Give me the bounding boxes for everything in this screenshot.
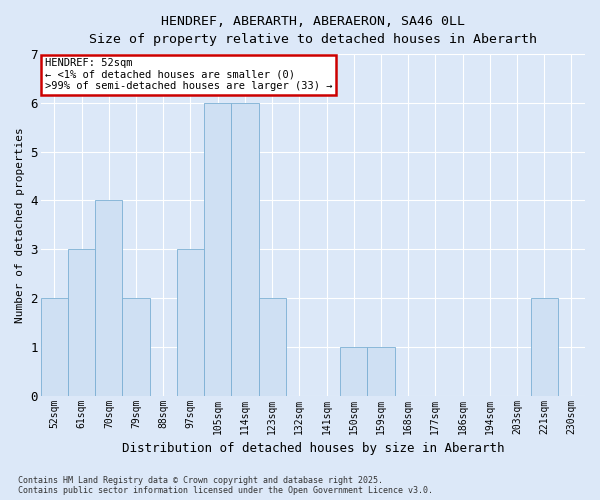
Bar bbox=[41, 298, 68, 396]
Bar bbox=[367, 347, 395, 396]
X-axis label: Distribution of detached houses by size in Aberarth: Distribution of detached houses by size … bbox=[122, 442, 504, 455]
Bar bbox=[231, 103, 259, 396]
Text: Contains HM Land Registry data © Crown copyright and database right 2025.
Contai: Contains HM Land Registry data © Crown c… bbox=[18, 476, 433, 495]
Bar bbox=[340, 347, 367, 396]
Text: HENDREF: 52sqm
← <1% of detached houses are smaller (0)
>99% of semi-detached ho: HENDREF: 52sqm ← <1% of detached houses … bbox=[45, 58, 332, 92]
Bar bbox=[68, 250, 95, 396]
Bar bbox=[259, 298, 286, 396]
Bar bbox=[204, 103, 231, 396]
Bar bbox=[530, 298, 558, 396]
Title: HENDREF, ABERARTH, ABERAERON, SA46 0LL
Size of property relative to detached hou: HENDREF, ABERARTH, ABERAERON, SA46 0LL S… bbox=[89, 15, 537, 46]
Bar bbox=[95, 200, 122, 396]
Bar bbox=[122, 298, 149, 396]
Bar bbox=[177, 250, 204, 396]
Y-axis label: Number of detached properties: Number of detached properties bbox=[15, 127, 25, 323]
